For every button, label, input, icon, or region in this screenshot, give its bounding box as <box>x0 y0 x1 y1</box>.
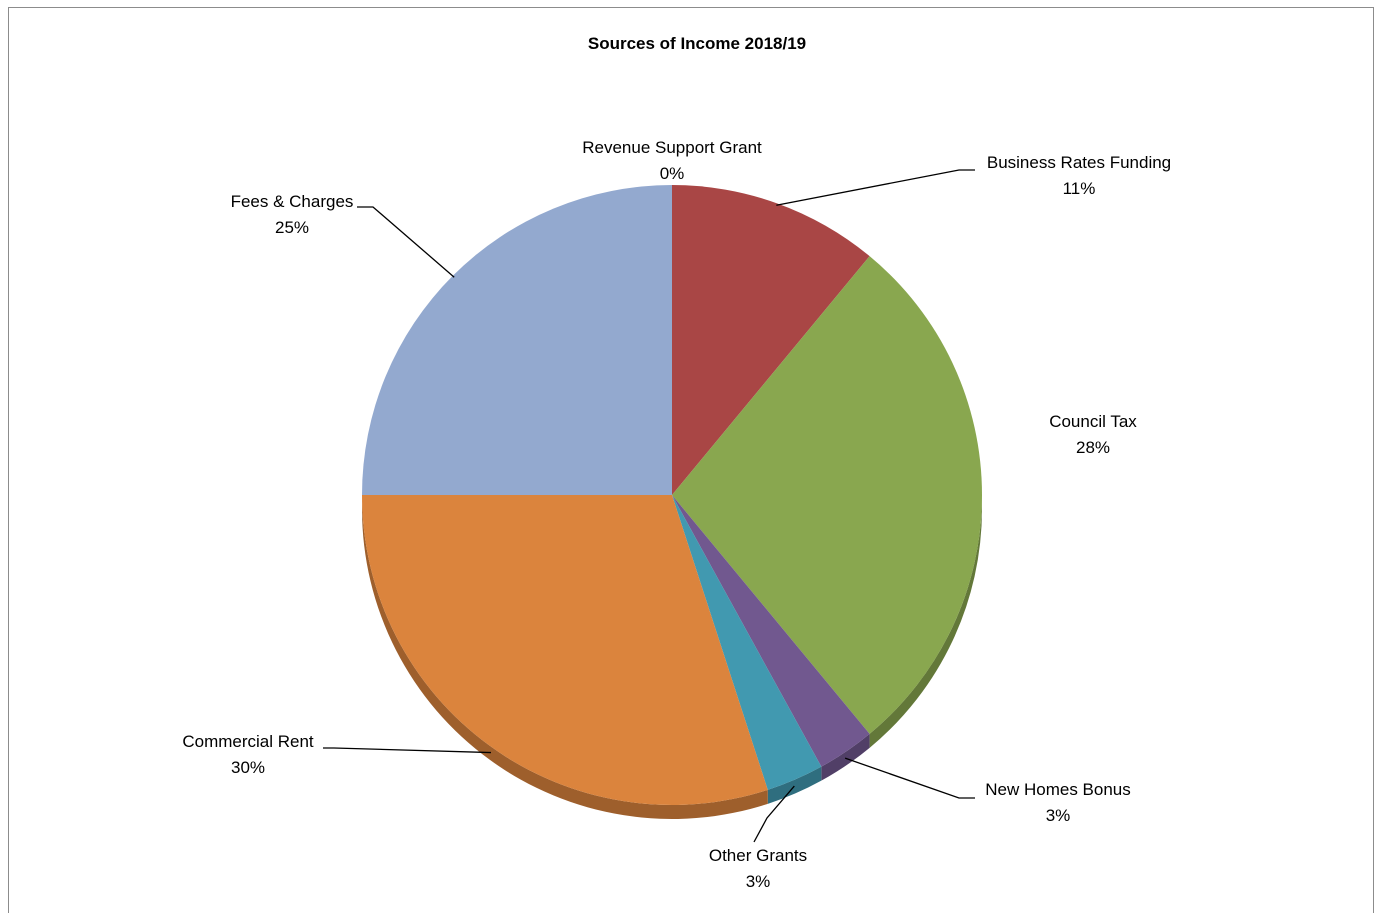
leader-line-business-rates-funding <box>776 169 975 206</box>
data-label-value-other-grants: 3% <box>746 872 771 891</box>
chart-frame: Sources of Income 2018/19 Revenue Suppor… <box>8 7 1374 913</box>
slice-council-tax <box>672 256 983 734</box>
data-label-name-revenue-support-grant: Revenue Support Grant <box>582 138 762 157</box>
data-label-name-council-tax: Council Tax <box>1049 412 1137 431</box>
slice-business-rates-funding <box>672 185 870 495</box>
slice-other-grants <box>672 495 822 790</box>
leader-line-commercial-rent <box>323 747 491 754</box>
pie-chart: Sources of Income 2018/19 Revenue Suppor… <box>182 34 1171 891</box>
pie-depth-layer <box>362 495 982 819</box>
data-label-value-new-homes-bonus: 3% <box>1046 806 1071 825</box>
pie-slices <box>362 185 983 805</box>
data-label-value-business-rates-funding: 11% <box>1063 179 1096 198</box>
leader-line-fees-and-charges <box>357 206 455 278</box>
slice-new-homes-bonus <box>672 495 870 767</box>
slice-commercial-rent <box>362 495 768 805</box>
slice-depth-new-homes-bonus <box>821 733 870 781</box>
slice-depth-other-grants <box>767 766 822 804</box>
data-label-name-business-rates-funding: Business Rates Funding <box>987 153 1171 172</box>
data-label-value-commercial-rent: 30% <box>231 758 265 777</box>
leader-line-new-homes-bonus <box>844 757 975 799</box>
data-label-value-revenue-support-grant: 0% <box>660 164 685 183</box>
leader-line-other-grants <box>753 785 795 843</box>
chart-title: Sources of Income 2018/19 <box>588 34 806 53</box>
data-label-name-fees-and-charges: Fees & Charges <box>231 192 354 211</box>
data-labels: Revenue Support Grant 0% Business Rates Fu… <box>182 138 1171 891</box>
slice-depth-commercial-rent <box>362 495 768 819</box>
slice-depth-council-tax <box>869 495 982 748</box>
data-label-name-new-homes-bonus: New Homes Bonus <box>985 780 1131 799</box>
slice-fees-and-charges <box>362 185 672 495</box>
data-label-name-other-grants: Other Grants <box>709 846 807 865</box>
data-label-value-fees-and-charges: 25% <box>275 218 309 237</box>
data-label-value-council-tax: 28% <box>1076 438 1110 457</box>
data-label-name-commercial-rent: Commercial Rent <box>182 732 314 751</box>
leader-lines <box>323 169 975 843</box>
